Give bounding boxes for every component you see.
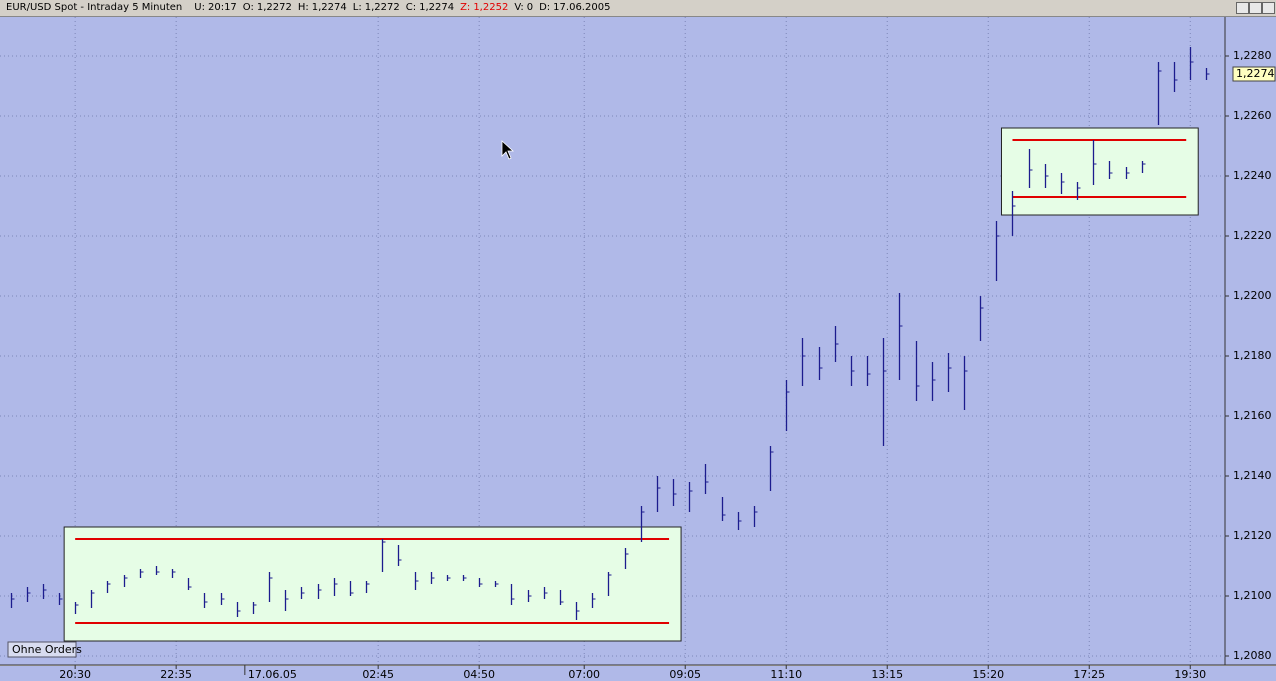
y-tick-label: 1,2140: [1233, 469, 1272, 482]
x-tick-label: 04:50: [463, 668, 495, 681]
field-label: L:: [352, 2, 362, 13]
field-label: C:: [405, 2, 417, 13]
x-tick-label: 20:30: [59, 668, 91, 681]
field-value: 1,2272: [256, 2, 292, 13]
maximize-button[interactable]: [1249, 2, 1262, 14]
field-label: D:: [539, 2, 551, 13]
y-tick-label: 1,2200: [1233, 289, 1272, 302]
y-tick-label: 1,2100: [1233, 589, 1272, 602]
header-field: O: 1,2272: [243, 2, 292, 13]
last-price-label: 1,2274: [1236, 67, 1275, 80]
field-value: 1,2272: [364, 2, 400, 13]
field-value: 1,2252: [473, 2, 509, 13]
time-axis-background: [0, 666, 1276, 681]
x-tick-label: 09:05: [669, 668, 701, 681]
field-label: H:: [297, 2, 309, 13]
y-tick-label: 1,2220: [1233, 229, 1272, 242]
field-value: 17.06.2005: [553, 2, 611, 13]
field-label: O:: [242, 2, 254, 13]
header-field: L: 1,2272: [353, 2, 400, 13]
x-tick-label: 19:30: [1174, 668, 1206, 681]
x-tick-label: 22:35: [160, 668, 192, 681]
header-field: D: 17.06.2005: [539, 2, 610, 13]
x-tick-label: 02:45: [362, 668, 394, 681]
header-fields: U: 20:17 O: 1,2272 H: 1,2274 L: 1,2272 C: 1,2274 Z…: [188, 2, 610, 13]
header-bar: EUR/USD Spot - Intraday 5 Minuten U: 20:17…: [0, 0, 1276, 17]
y-tick-label: 1,2260: [1233, 109, 1272, 122]
header-field: Z: 1,2252: [460, 2, 508, 13]
x-tick-label: 17.06.05: [248, 668, 297, 681]
x-tick-label: 11:10: [770, 668, 802, 681]
status-box: [7, 641, 77, 658]
header-field: H: 1,2274: [298, 2, 347, 13]
y-tick-label: 1,2080: [1233, 649, 1272, 662]
header-field: U: 20:17: [194, 2, 237, 13]
cursor: [501, 140, 515, 160]
x-tick-label: 07:00: [568, 668, 600, 681]
field-value: 20:17: [207, 2, 237, 13]
field-value: 0: [526, 2, 534, 13]
last-price-box: [1232, 66, 1276, 82]
field-value: 1,2274: [311, 2, 347, 13]
y-tick-label: 1,2240: [1233, 169, 1272, 182]
y-tick-label: 1,2180: [1233, 349, 1272, 362]
range-box: [1000, 127, 1199, 216]
status-label: Ohne Orders: [12, 643, 82, 656]
header-title: EUR/USD Spot - Intraday 5 Minuten: [6, 2, 183, 13]
x-tick-label: 13:15: [871, 668, 903, 681]
field-label: V:: [514, 2, 524, 13]
y-tick-label: 1,2120: [1233, 529, 1272, 542]
close-button[interactable]: [1262, 2, 1275, 14]
minimize-button[interactable]: [1236, 2, 1249, 14]
header-field: C: 1,2274: [406, 2, 454, 13]
header-field: V: 0: [514, 2, 533, 13]
field-label: U:: [194, 2, 205, 13]
x-tick-label: 17:25: [1073, 668, 1105, 681]
y-tick-label: 1,2160: [1233, 409, 1272, 422]
x-tick-label: 15:20: [972, 668, 1004, 681]
field-value: 1,2274: [419, 2, 455, 13]
y-tick-label: 1,2280: [1233, 49, 1272, 62]
field-label: Z:: [460, 2, 471, 13]
